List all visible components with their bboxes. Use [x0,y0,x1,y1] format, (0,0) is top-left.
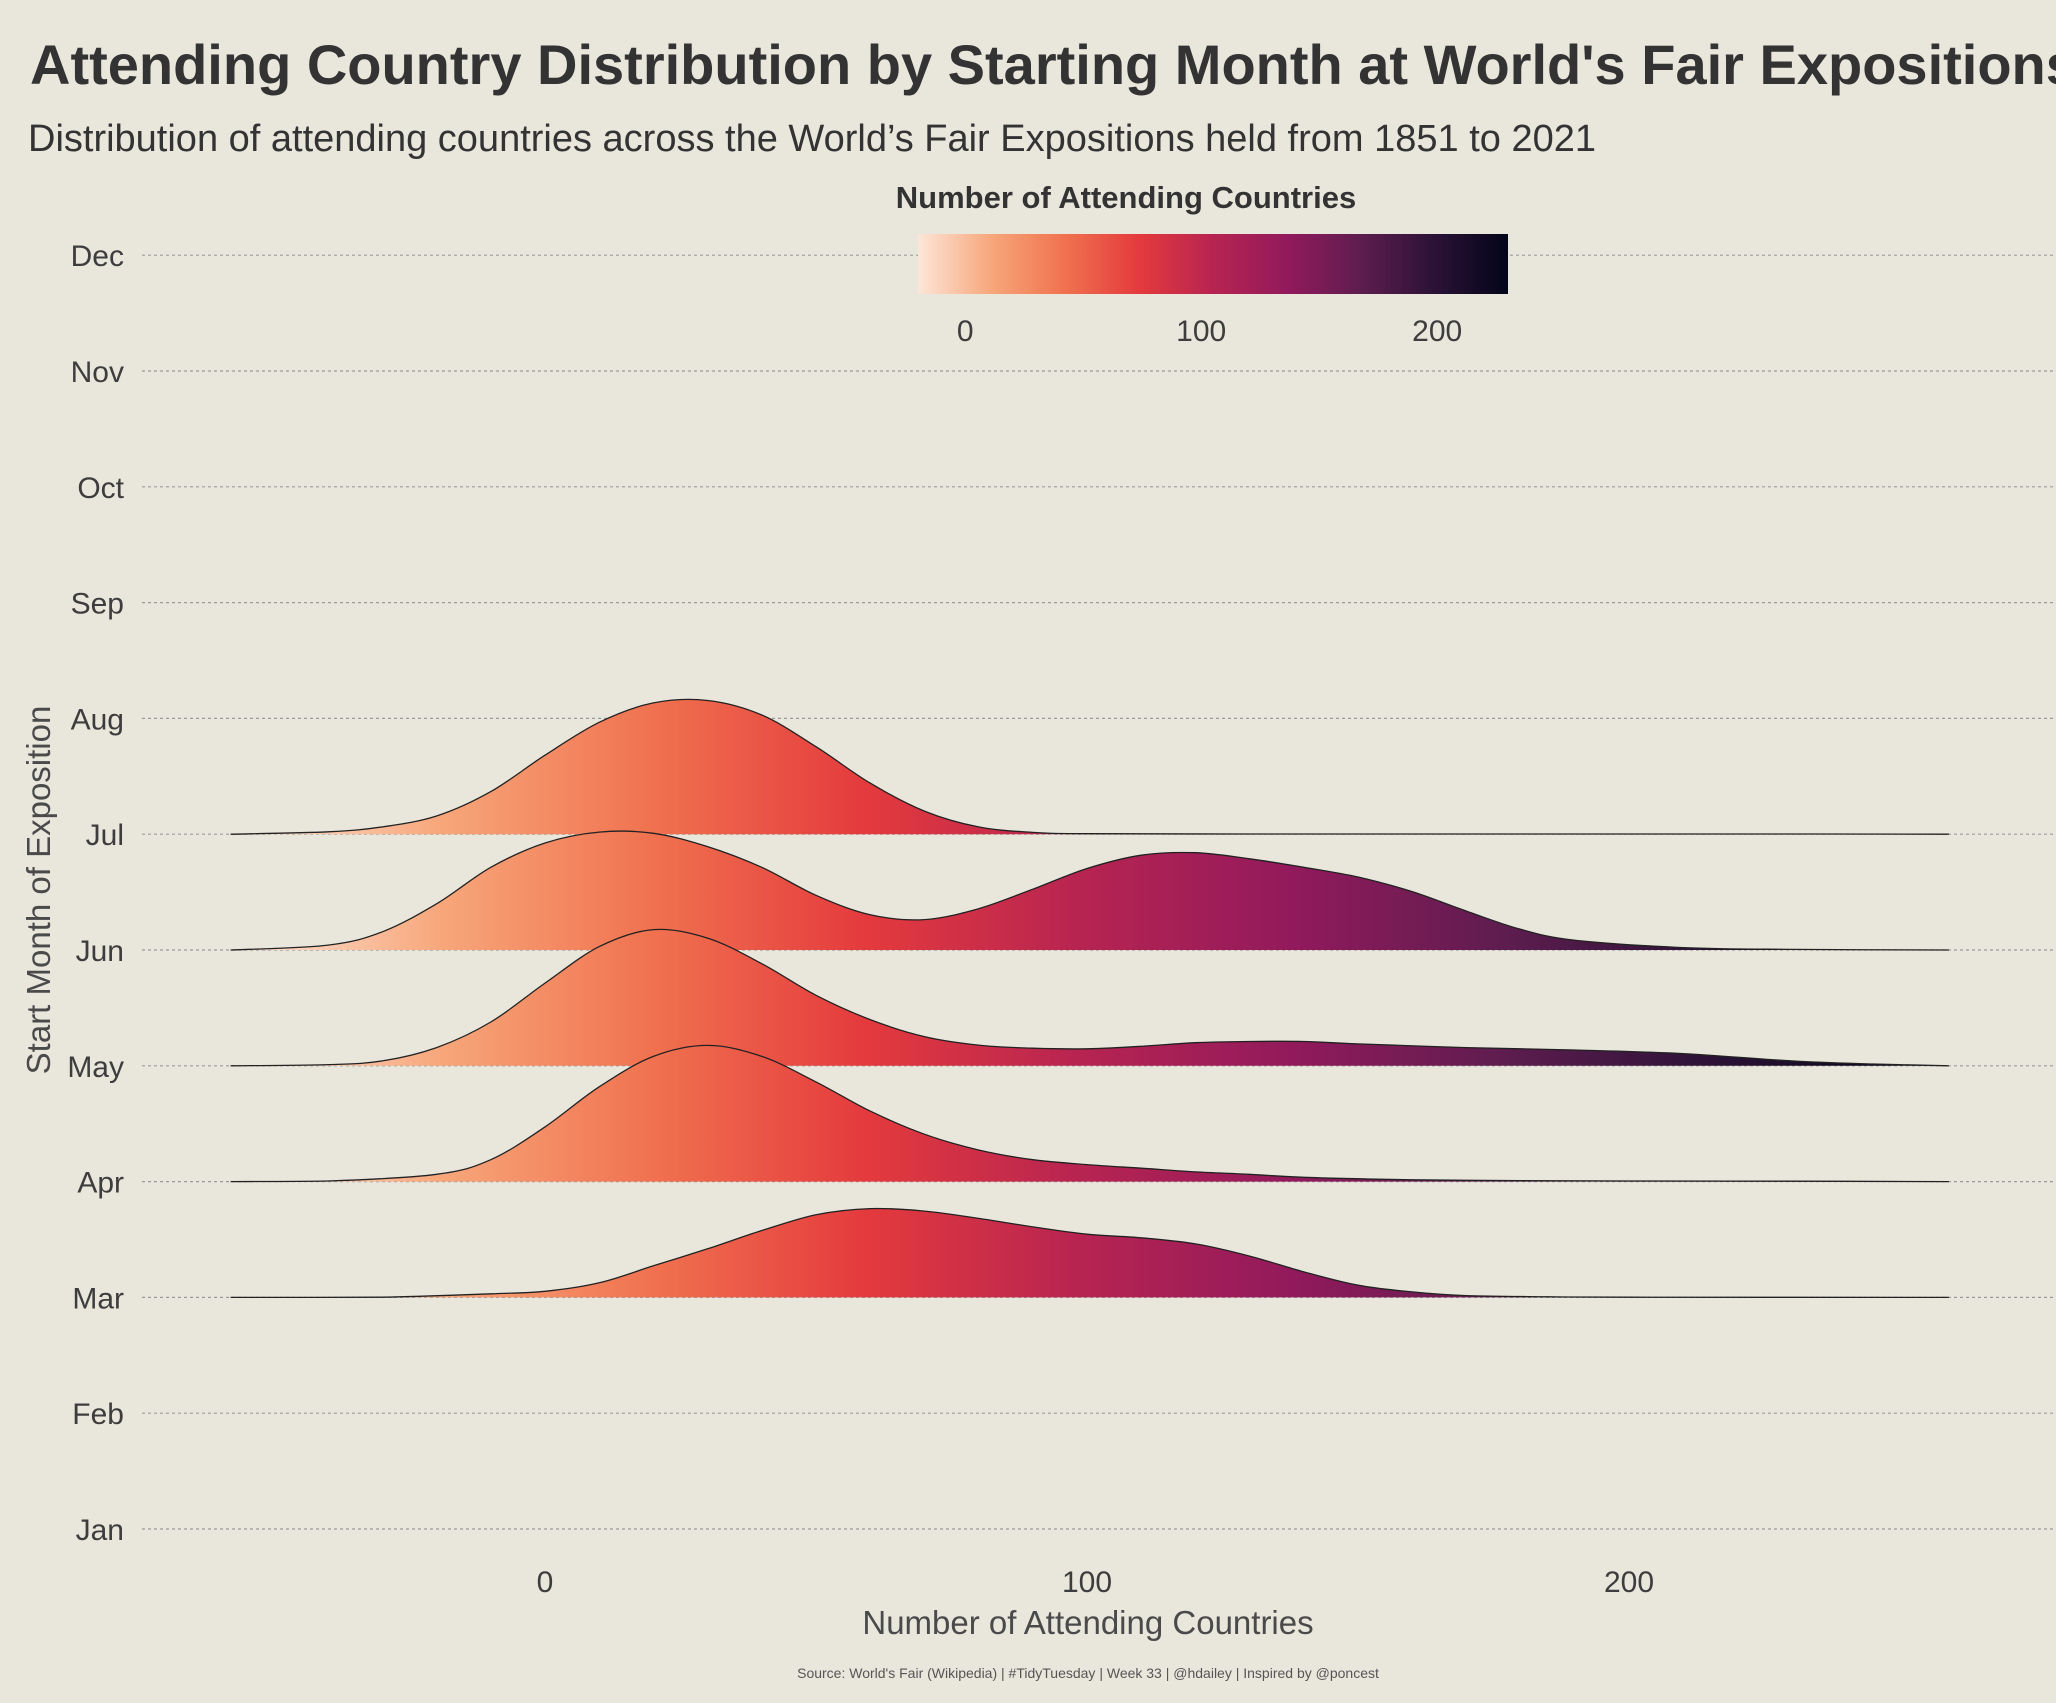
y-axis-ticks: Jan Feb Mar Apr May Jun Jul Aug Sep Oct Nov Dec [67,240,124,1547]
ridge-outline [230,1044,1949,1183]
y-tick-label: Oct [77,472,124,505]
legend-tick-label: 200 [1412,315,1462,348]
legend-title: Number of Attending Countries [896,180,1356,215]
y-tick-label: Sep [71,588,124,621]
legend-tick-label: 0 [957,315,974,348]
y-tick-label: Jan [76,1514,124,1547]
ridge-outline [230,1207,1949,1299]
ridges [230,698,1949,1299]
ridge-outline [230,928,1949,1067]
ridge-area [230,831,1949,950]
x-axis-ticks: 0 100 200 [537,1566,1654,1599]
ridge-mar [230,1207,1949,1299]
ridge-area [230,1045,1949,1182]
chart-subtitle: Distribution of attending countries acro… [28,118,1596,160]
x-tick-label: 0 [537,1566,554,1599]
ridge-area [230,929,1949,1066]
legend-tick-label: 100 [1176,315,1226,348]
y-tick-label: Dec [71,240,124,273]
ridge-may [230,928,1949,1067]
y-tick-label: Aug [71,703,124,736]
x-axis-title: Number of Attending Countries [862,1604,1313,1641]
x-tick-label: 100 [1062,1566,1112,1599]
ridge-area [230,1208,1949,1298]
chart-title: Attending Country Distribution by Starti… [30,33,2056,96]
ridge-outline [230,698,1949,835]
y-tick-label: Nov [71,356,124,389]
ridge-outline [230,830,1949,951]
ridge-jun [230,830,1949,951]
ridge-apr [230,1044,1949,1183]
y-tick-label: May [67,1051,124,1084]
source-caption: Source: World's Fair (Wikipedia) | #Tidy… [797,1665,1379,1681]
legend-color-bar [918,234,1508,294]
ridge-area [230,699,1949,835]
y-tick-label: Feb [72,1398,124,1431]
y-tick-label: Jul [86,819,124,852]
y-tick-label: Jun [76,935,124,968]
legend-ticks: 0 100 200 [957,315,1462,348]
ridge-jul [230,698,1949,835]
x-tick-label: 200 [1604,1566,1654,1599]
color-legend: Number of Attending Countries 0 100 200 [896,180,1508,348]
y-tick-label: Apr [77,1167,124,1200]
y-tick-label: Mar [72,1282,124,1315]
y-axis-title: Start Month of Exposition [20,706,57,1075]
